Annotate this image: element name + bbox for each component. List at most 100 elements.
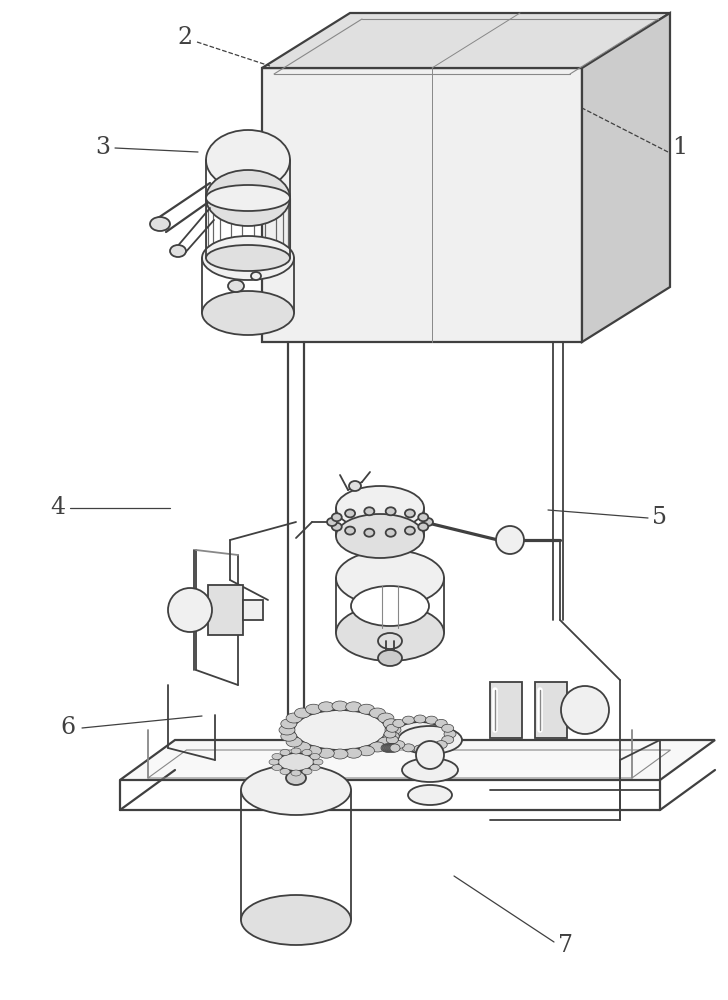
Ellipse shape <box>383 731 399 741</box>
Ellipse shape <box>398 726 462 754</box>
Ellipse shape <box>346 748 362 758</box>
Text: 1: 1 <box>673 136 687 159</box>
Ellipse shape <box>295 742 311 752</box>
Ellipse shape <box>386 744 396 752</box>
Ellipse shape <box>370 742 386 752</box>
Ellipse shape <box>385 744 395 752</box>
Ellipse shape <box>382 744 392 752</box>
Ellipse shape <box>336 486 424 530</box>
Text: 6: 6 <box>60 716 76 740</box>
Ellipse shape <box>286 737 302 747</box>
Ellipse shape <box>387 744 397 752</box>
Ellipse shape <box>310 764 320 770</box>
Ellipse shape <box>381 744 392 752</box>
Ellipse shape <box>383 744 393 752</box>
Ellipse shape <box>393 741 405 749</box>
Ellipse shape <box>414 745 426 753</box>
Ellipse shape <box>419 513 428 521</box>
Ellipse shape <box>281 731 297 741</box>
Ellipse shape <box>387 736 398 744</box>
Ellipse shape <box>286 771 306 785</box>
Ellipse shape <box>435 741 447 749</box>
Ellipse shape <box>364 529 374 537</box>
Ellipse shape <box>306 746 322 756</box>
Ellipse shape <box>291 770 301 776</box>
Ellipse shape <box>425 744 438 752</box>
Text: 5: 5 <box>652 506 668 530</box>
Ellipse shape <box>390 744 400 752</box>
Ellipse shape <box>251 272 261 280</box>
Ellipse shape <box>419 523 428 531</box>
Ellipse shape <box>423 518 433 526</box>
Ellipse shape <box>302 749 312 755</box>
Polygon shape <box>120 740 715 780</box>
Ellipse shape <box>364 507 374 515</box>
Ellipse shape <box>228 280 244 292</box>
Ellipse shape <box>402 758 458 782</box>
Ellipse shape <box>378 650 402 666</box>
Ellipse shape <box>378 737 394 747</box>
FancyBboxPatch shape <box>490 682 522 738</box>
Ellipse shape <box>384 730 396 738</box>
Ellipse shape <box>389 744 399 752</box>
Ellipse shape <box>345 527 355 535</box>
Ellipse shape <box>403 716 414 724</box>
Ellipse shape <box>385 725 401 735</box>
Ellipse shape <box>393 719 405 727</box>
Ellipse shape <box>358 746 374 756</box>
Ellipse shape <box>332 513 341 521</box>
Ellipse shape <box>241 895 351 945</box>
Ellipse shape <box>370 708 386 718</box>
Ellipse shape <box>387 724 398 732</box>
Ellipse shape <box>269 759 279 765</box>
Polygon shape <box>582 13 670 342</box>
Ellipse shape <box>358 704 374 714</box>
Ellipse shape <box>403 744 414 752</box>
Ellipse shape <box>206 185 290 211</box>
FancyBboxPatch shape <box>208 585 243 635</box>
Ellipse shape <box>313 759 323 765</box>
Ellipse shape <box>351 586 429 626</box>
Ellipse shape <box>387 744 397 752</box>
Ellipse shape <box>206 170 290 226</box>
Ellipse shape <box>168 588 212 632</box>
Ellipse shape <box>378 633 402 649</box>
Ellipse shape <box>425 716 438 724</box>
Ellipse shape <box>150 217 170 231</box>
Ellipse shape <box>336 550 444 606</box>
Polygon shape <box>262 13 670 68</box>
Ellipse shape <box>294 710 386 750</box>
Ellipse shape <box>383 719 399 729</box>
Ellipse shape <box>408 785 452 805</box>
Ellipse shape <box>442 736 454 744</box>
Ellipse shape <box>435 719 447 727</box>
Ellipse shape <box>302 769 312 775</box>
Ellipse shape <box>384 744 394 752</box>
Ellipse shape <box>349 481 361 491</box>
Ellipse shape <box>444 730 456 738</box>
Ellipse shape <box>388 744 398 752</box>
Ellipse shape <box>381 744 391 752</box>
Ellipse shape <box>442 724 454 732</box>
Ellipse shape <box>318 702 334 712</box>
Ellipse shape <box>170 245 186 257</box>
Polygon shape <box>262 68 582 342</box>
Ellipse shape <box>346 702 362 712</box>
Ellipse shape <box>336 514 424 558</box>
Ellipse shape <box>206 130 290 190</box>
Ellipse shape <box>332 701 348 711</box>
Ellipse shape <box>414 715 426 723</box>
Ellipse shape <box>272 754 282 760</box>
Ellipse shape <box>336 605 444 661</box>
Text: 3: 3 <box>95 136 111 159</box>
Ellipse shape <box>318 748 334 758</box>
Ellipse shape <box>280 749 290 755</box>
Ellipse shape <box>272 764 282 770</box>
Ellipse shape <box>386 529 396 537</box>
FancyBboxPatch shape <box>535 682 567 738</box>
Ellipse shape <box>306 704 322 714</box>
Ellipse shape <box>384 744 395 752</box>
Ellipse shape <box>278 753 314 771</box>
FancyBboxPatch shape <box>243 600 263 620</box>
Ellipse shape <box>291 748 301 754</box>
